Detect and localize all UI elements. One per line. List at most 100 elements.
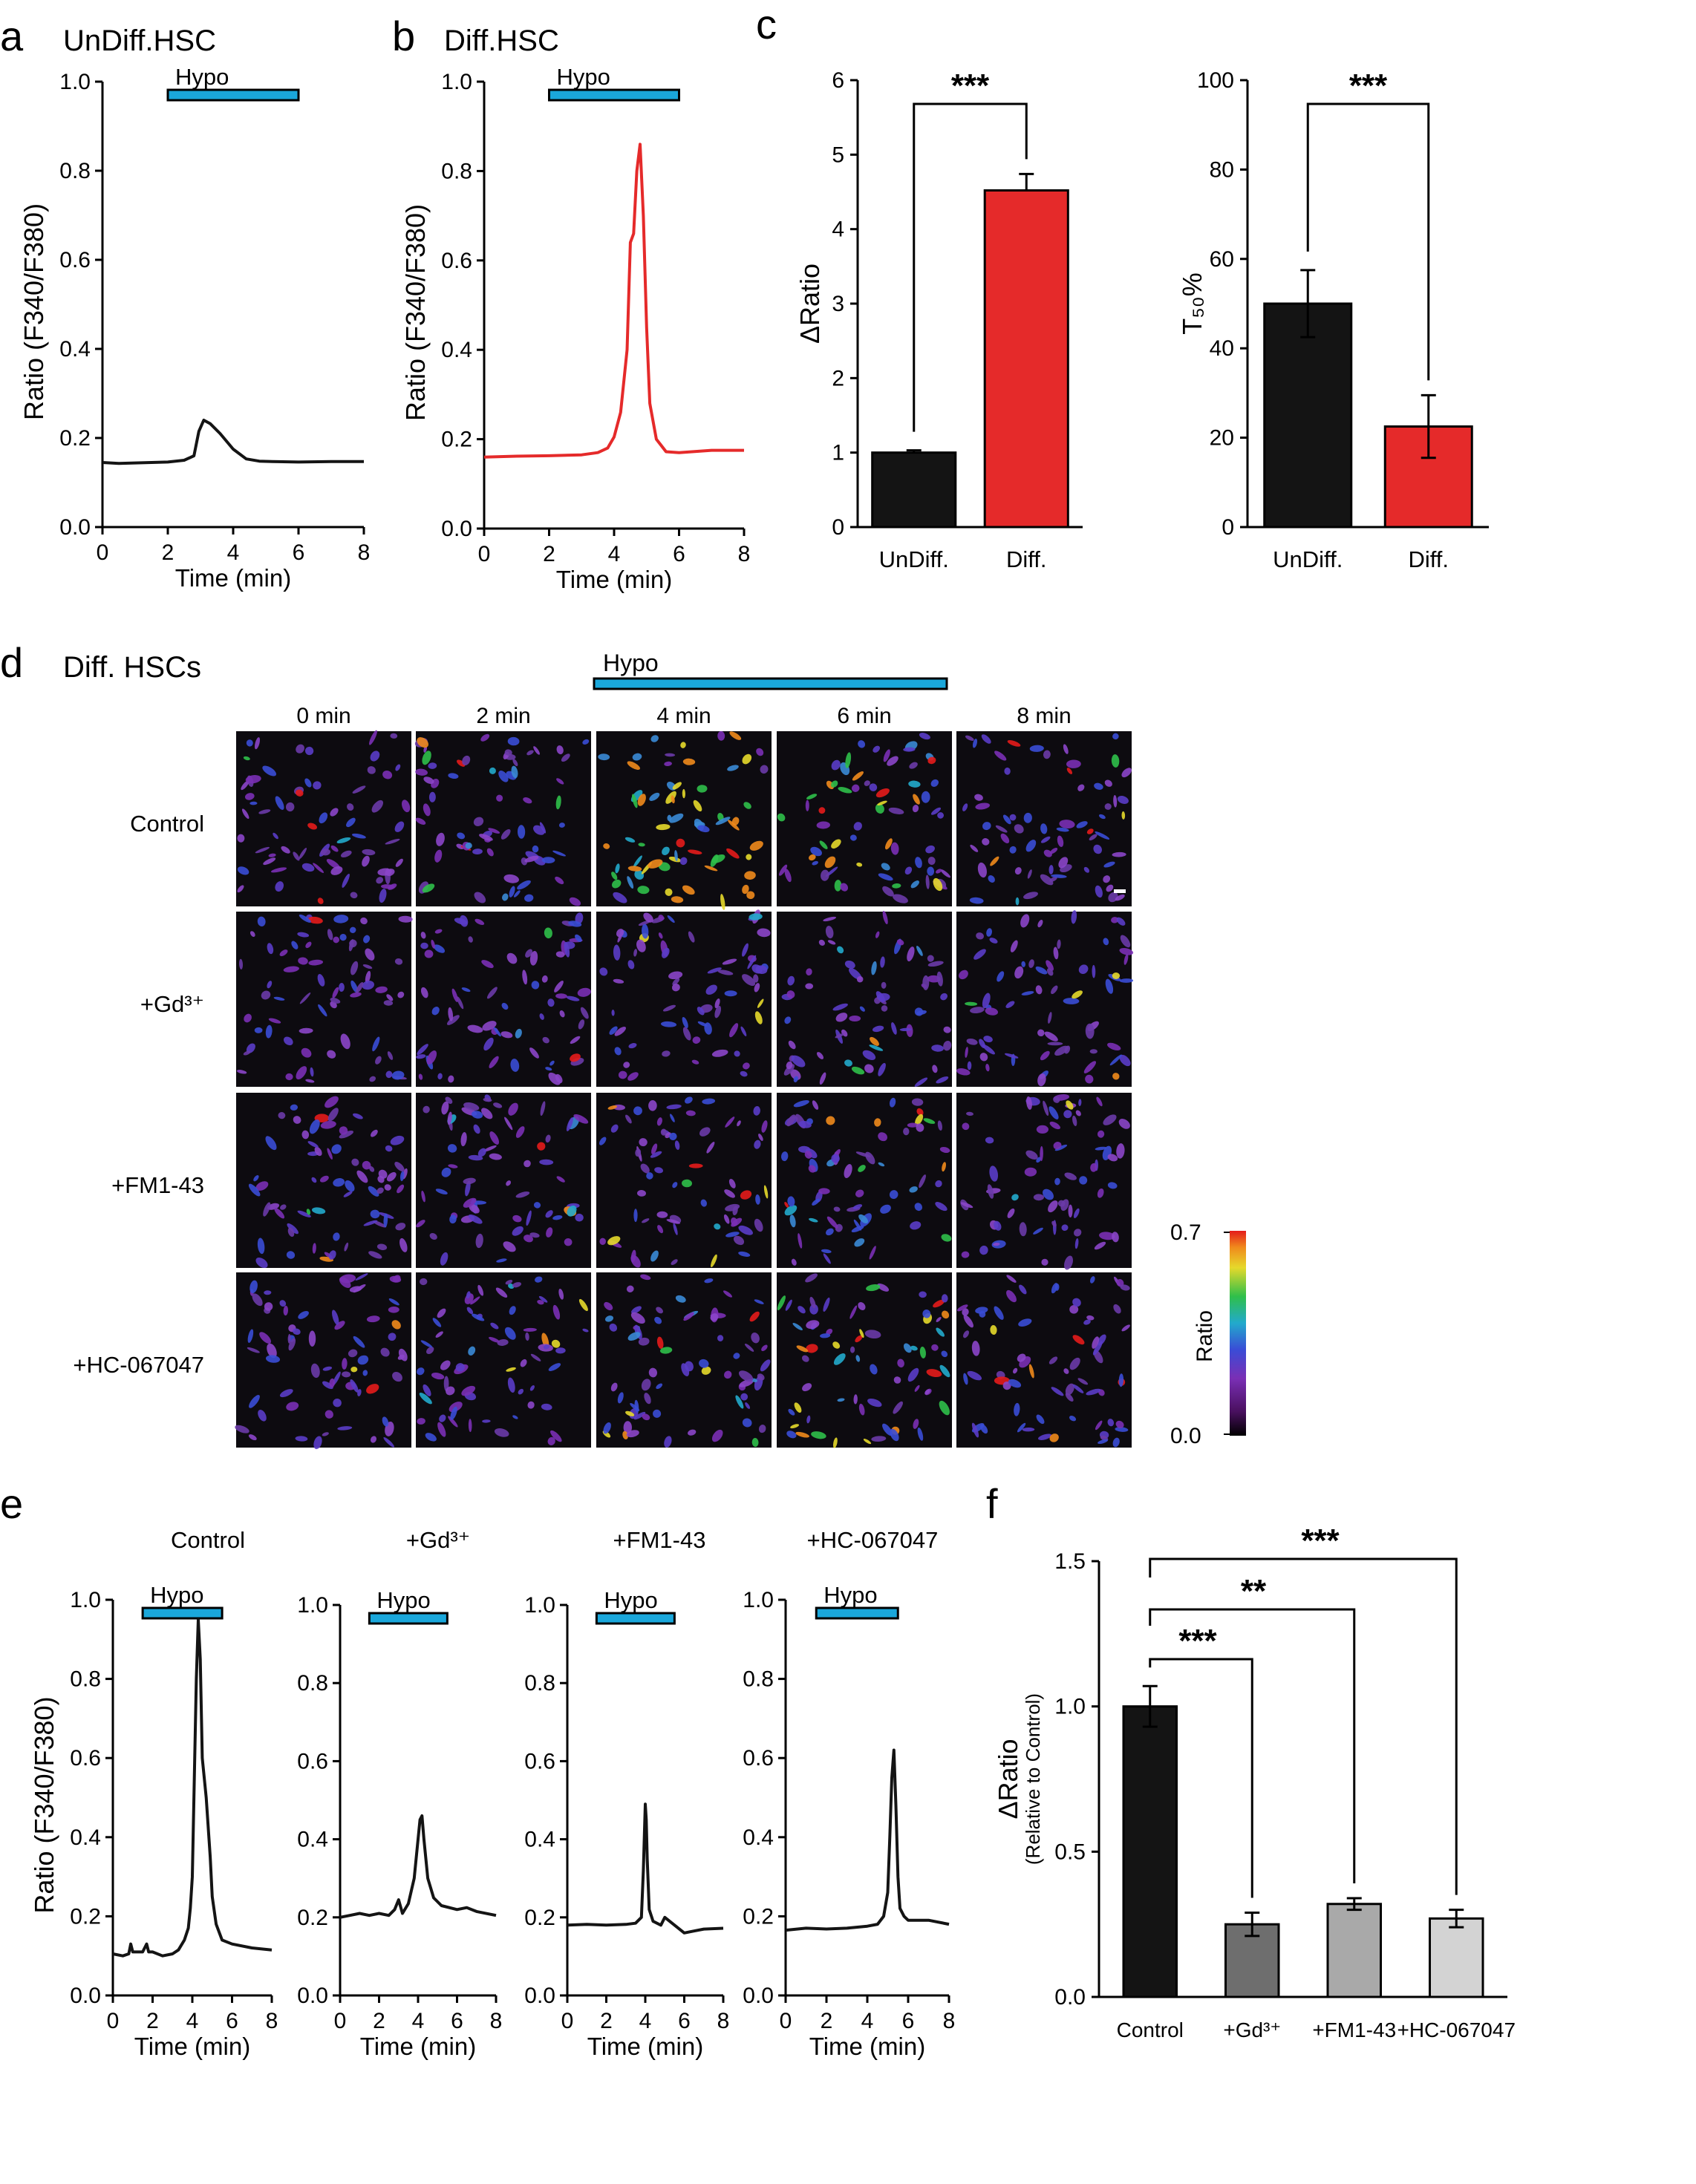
cell xyxy=(439,1414,446,1422)
cell xyxy=(1027,869,1032,879)
cell xyxy=(1037,1029,1045,1037)
time-label: 8 min xyxy=(1017,704,1071,728)
micrograph-tile xyxy=(777,1093,952,1268)
cell xyxy=(483,1097,492,1102)
cell xyxy=(740,1070,748,1077)
cell xyxy=(869,1044,884,1051)
cell xyxy=(435,1189,448,1194)
cell xyxy=(468,1346,476,1356)
cell xyxy=(615,863,620,874)
micrograph-tile xyxy=(956,910,1134,1087)
cell xyxy=(298,957,308,965)
cell xyxy=(1049,1121,1060,1130)
cell xyxy=(977,862,987,878)
cell xyxy=(793,1076,798,1082)
cell xyxy=(965,1001,978,1006)
cell xyxy=(711,1429,723,1442)
cell xyxy=(1043,750,1051,759)
cell xyxy=(477,1284,484,1296)
cell xyxy=(761,1120,768,1133)
cell xyxy=(263,857,276,866)
cell xyxy=(1120,1284,1130,1291)
x-tick-label: 0 xyxy=(478,542,491,566)
cell xyxy=(1115,1427,1129,1432)
x-tick-label: 6 xyxy=(673,542,685,566)
cell xyxy=(656,1117,662,1126)
tile-background xyxy=(416,912,591,1087)
cell xyxy=(465,1180,471,1197)
cell xyxy=(356,981,364,993)
cell xyxy=(809,1296,816,1309)
cell xyxy=(395,858,403,867)
cell xyxy=(858,1403,865,1416)
micrograph-tile xyxy=(596,1272,772,1448)
cell xyxy=(873,745,881,753)
cell xyxy=(1089,1276,1095,1284)
cell xyxy=(805,983,814,990)
cell xyxy=(344,1242,349,1252)
cell xyxy=(981,734,991,744)
row-label: +Gd³⁺ xyxy=(140,991,204,1017)
cell xyxy=(319,812,328,824)
cell xyxy=(890,842,899,855)
cell xyxy=(423,777,434,784)
cell xyxy=(638,1337,650,1346)
cell xyxy=(447,1111,452,1125)
cell xyxy=(598,753,610,761)
cell xyxy=(425,1433,437,1442)
cell xyxy=(1057,1200,1066,1207)
significance-stars: *** xyxy=(951,68,990,104)
cell xyxy=(322,1432,329,1436)
cell xyxy=(867,1398,882,1407)
cell xyxy=(671,984,680,992)
cell xyxy=(855,1355,861,1362)
cell xyxy=(907,1367,919,1382)
cell xyxy=(614,1047,622,1056)
cell xyxy=(513,890,521,898)
cell xyxy=(382,1416,389,1427)
x-tick-label: 0 xyxy=(107,2009,120,2033)
hypo-label: Hypo xyxy=(175,64,229,90)
cell xyxy=(670,1114,675,1122)
cell xyxy=(805,800,809,811)
cell xyxy=(1048,1106,1059,1119)
cell xyxy=(1011,1194,1019,1201)
cell xyxy=(420,942,428,949)
cell xyxy=(908,780,921,788)
cell xyxy=(745,1402,751,1409)
cell xyxy=(531,981,540,990)
cell xyxy=(682,1016,688,1029)
x-axis-label: Time (min) xyxy=(587,2033,703,2060)
cell xyxy=(760,1359,771,1372)
cell xyxy=(270,867,287,873)
cell xyxy=(541,975,548,983)
cell xyxy=(660,1021,677,1027)
cell xyxy=(1051,1220,1057,1227)
cell xyxy=(833,1206,841,1212)
cell xyxy=(248,1183,261,1197)
x-tick-label: 0 xyxy=(97,540,109,565)
cell xyxy=(375,986,388,993)
cell xyxy=(720,894,725,910)
panel-letter-f: f xyxy=(986,1480,998,1527)
cell xyxy=(927,857,936,866)
cell xyxy=(674,1140,680,1151)
cell xyxy=(370,751,380,762)
cell xyxy=(512,1214,522,1223)
cell xyxy=(339,1126,348,1135)
cell xyxy=(415,768,428,776)
cell xyxy=(337,1426,353,1431)
cell xyxy=(706,1142,715,1154)
cell xyxy=(1061,1224,1069,1232)
cell xyxy=(313,781,322,790)
cell xyxy=(507,736,520,746)
cell xyxy=(1050,848,1058,854)
y-tick-label: 0.4 xyxy=(743,1825,774,1850)
cell xyxy=(858,1214,869,1223)
cell xyxy=(798,1306,806,1314)
cell xyxy=(664,761,672,767)
significance-stars: *** xyxy=(1301,1523,1340,1559)
cell xyxy=(1123,953,1129,965)
cell xyxy=(742,884,749,895)
cell xyxy=(1072,990,1083,999)
